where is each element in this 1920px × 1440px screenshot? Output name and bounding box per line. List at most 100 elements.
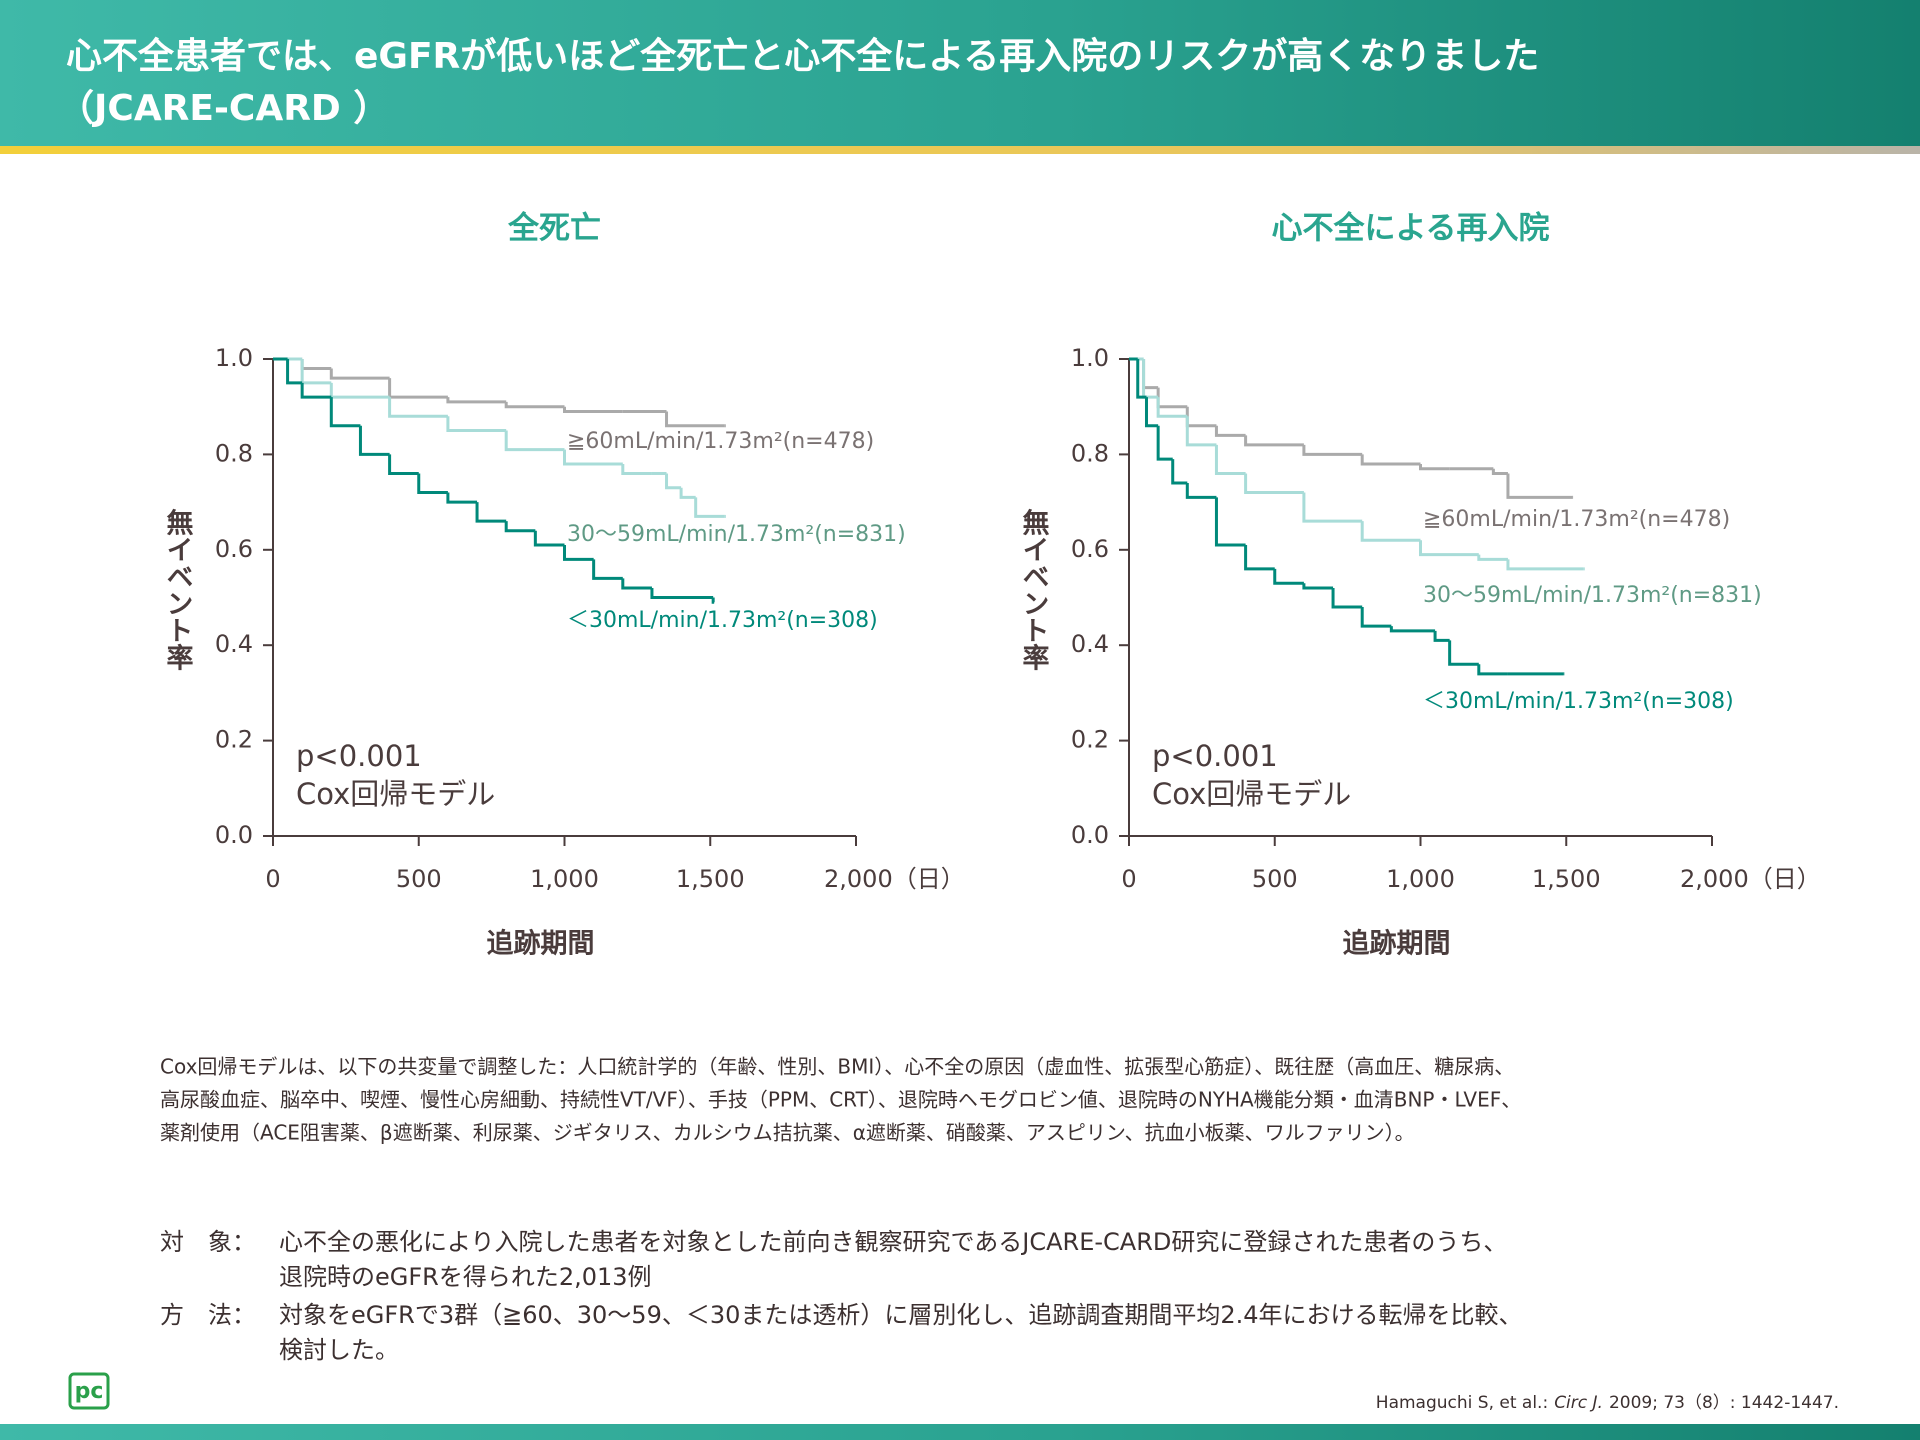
km-step — [504, 430, 565, 452]
km-step — [1302, 492, 1363, 523]
y-tick-label: 0.8 — [1071, 439, 1109, 467]
km-step — [1389, 626, 1436, 633]
km-step — [1477, 554, 1508, 561]
km-step — [1419, 540, 1479, 557]
y-tick-label: 0.0 — [1071, 821, 1109, 849]
x-tick-label: 0 — [265, 865, 280, 893]
km-step — [300, 359, 332, 385]
km-step — [665, 411, 725, 428]
km-step — [1144, 397, 1159, 428]
km-step — [504, 521, 536, 533]
x-tick-label: 1,000 — [1386, 865, 1455, 893]
y-axis-label: 無イベント率 — [162, 508, 194, 670]
km-step — [1171, 459, 1188, 485]
km-step — [388, 378, 448, 399]
km-step — [665, 473, 682, 490]
km-step — [563, 449, 623, 466]
header-band — [0, 0, 1920, 146]
study-label: 方 法： — [160, 1301, 256, 1329]
km-step — [388, 454, 419, 475]
citation-details: 2009; 73（8）: 1442-1447. — [1609, 1393, 1839, 1413]
study-text: 心不全の悪化により入院した患者を対象とした前向き観察研究であるJCARE-CAR… — [279, 1228, 1507, 1256]
study-text: 退院時のeGFRを得られた2,013例 — [279, 1263, 652, 1291]
series — [1129, 357, 1574, 499]
km-step — [329, 368, 390, 380]
km-step — [1185, 406, 1217, 428]
y-tick-label: 0.0 — [215, 821, 253, 849]
x-tick-label: 1,500 — [676, 865, 745, 893]
km-step — [694, 497, 725, 518]
km-step — [1156, 425, 1173, 461]
km-step — [358, 425, 390, 456]
series-label: ≧60mL/min/1.73m²(n=478) — [1423, 507, 1730, 532]
km-step — [1360, 521, 1421, 542]
km-step — [475, 502, 507, 523]
citation-authors: Hamaguchi S, et al.: — [1376, 1393, 1548, 1413]
km-step — [1477, 664, 1508, 676]
citation: Hamaguchi S, et al.: Circ J. 2009; 73（8）: … — [1376, 1393, 1839, 1413]
y-tick-label: 1.0 — [215, 344, 253, 372]
km-step — [504, 401, 565, 409]
km-step — [1448, 640, 1479, 666]
km-step — [650, 587, 714, 599]
km-step — [300, 382, 332, 399]
study-text: 検討した。 — [279, 1336, 399, 1364]
km-step — [1506, 559, 1584, 571]
km-step — [1136, 359, 1147, 399]
km-step — [1214, 444, 1246, 475]
logo: pc — [75, 1379, 104, 1404]
x-tick-label: 500 — [1252, 865, 1298, 893]
km-step — [1244, 435, 1304, 447]
km-step — [1214, 497, 1246, 547]
x-tick-label: 1,000 — [530, 865, 599, 893]
annotation: p<0.001 — [1152, 739, 1278, 773]
footnote: 高尿酸血症、脳卒中、喫煙、慢性心房細動、持続性VT/VF）、手技（PPM、CRT… — [160, 1088, 1521, 1112]
annotation: Cox回帰モデル — [296, 777, 495, 811]
km-step — [417, 473, 448, 495]
series — [1129, 357, 1565, 676]
series — [273, 357, 726, 428]
km-step — [1302, 583, 1334, 590]
km-step — [1142, 359, 1159, 390]
km-step — [1156, 397, 1188, 418]
km-step — [679, 487, 696, 499]
km-step — [446, 416, 507, 433]
km-step — [1185, 483, 1217, 499]
km-step — [1331, 587, 1363, 609]
x-tick-label: 2,000（日） — [824, 865, 965, 893]
km-step — [1273, 568, 1304, 585]
km-step — [1302, 444, 1363, 456]
km-step — [1142, 359, 1159, 399]
series-label: ＜30mL/min/1.73m²(n=308) — [1423, 689, 1734, 714]
km-step — [711, 597, 715, 604]
series-label: 30～59mL/min/1.73m²(n=831) — [567, 522, 906, 547]
km-step — [300, 359, 332, 371]
x-tick-label: 0 — [1121, 865, 1136, 893]
km-step — [563, 406, 623, 413]
series — [273, 357, 715, 604]
km-step — [621, 578, 652, 590]
km-step — [329, 382, 390, 399]
series-label: 30～59mL/min/1.73m²(n=831) — [1423, 583, 1762, 608]
km-step — [1506, 473, 1573, 499]
header-title: 心不全患者では、eGFRが低いほど全死亡と心不全による再入院のリスクが高くなりま… — [66, 35, 1539, 77]
footnote: Cox回帰モデルは、以下の共変量で調整した：人口統計学的（年齢、性別、BMI）、… — [160, 1055, 1514, 1079]
study-label: 対 象： — [160, 1228, 256, 1256]
chart-title: 全死亡 — [507, 211, 601, 247]
charts: 全死亡 0.0 0.2 0.4 0.6 0.8 1.0 0 500 1,000 1,500 2,000… — [162, 211, 1821, 960]
series — [1129, 357, 1585, 571]
y-tick-label: 0.2 — [1071, 726, 1109, 754]
km-step — [1244, 545, 1275, 571]
series-label: ＜30mL/min/1.73m²(n=308) — [567, 608, 878, 633]
annotation: p<0.001 — [296, 739, 422, 773]
y-tick-label: 0.4 — [1071, 630, 1109, 658]
citation-journal: Circ J. — [1554, 1393, 1603, 1413]
y-tick-label: 1.0 — [1071, 344, 1109, 372]
km-step — [329, 397, 361, 428]
km-step — [1360, 607, 1392, 628]
x-axis-label: 追跡期間 — [487, 928, 595, 960]
km-step — [1185, 416, 1217, 447]
km-step — [1214, 425, 1246, 437]
y-tick-label: 0.4 — [215, 630, 253, 658]
study-text: 対象をeGFRで3群（≧60、30～59、＜30または透析）に層別化し、追跡調査… — [279, 1301, 1523, 1329]
